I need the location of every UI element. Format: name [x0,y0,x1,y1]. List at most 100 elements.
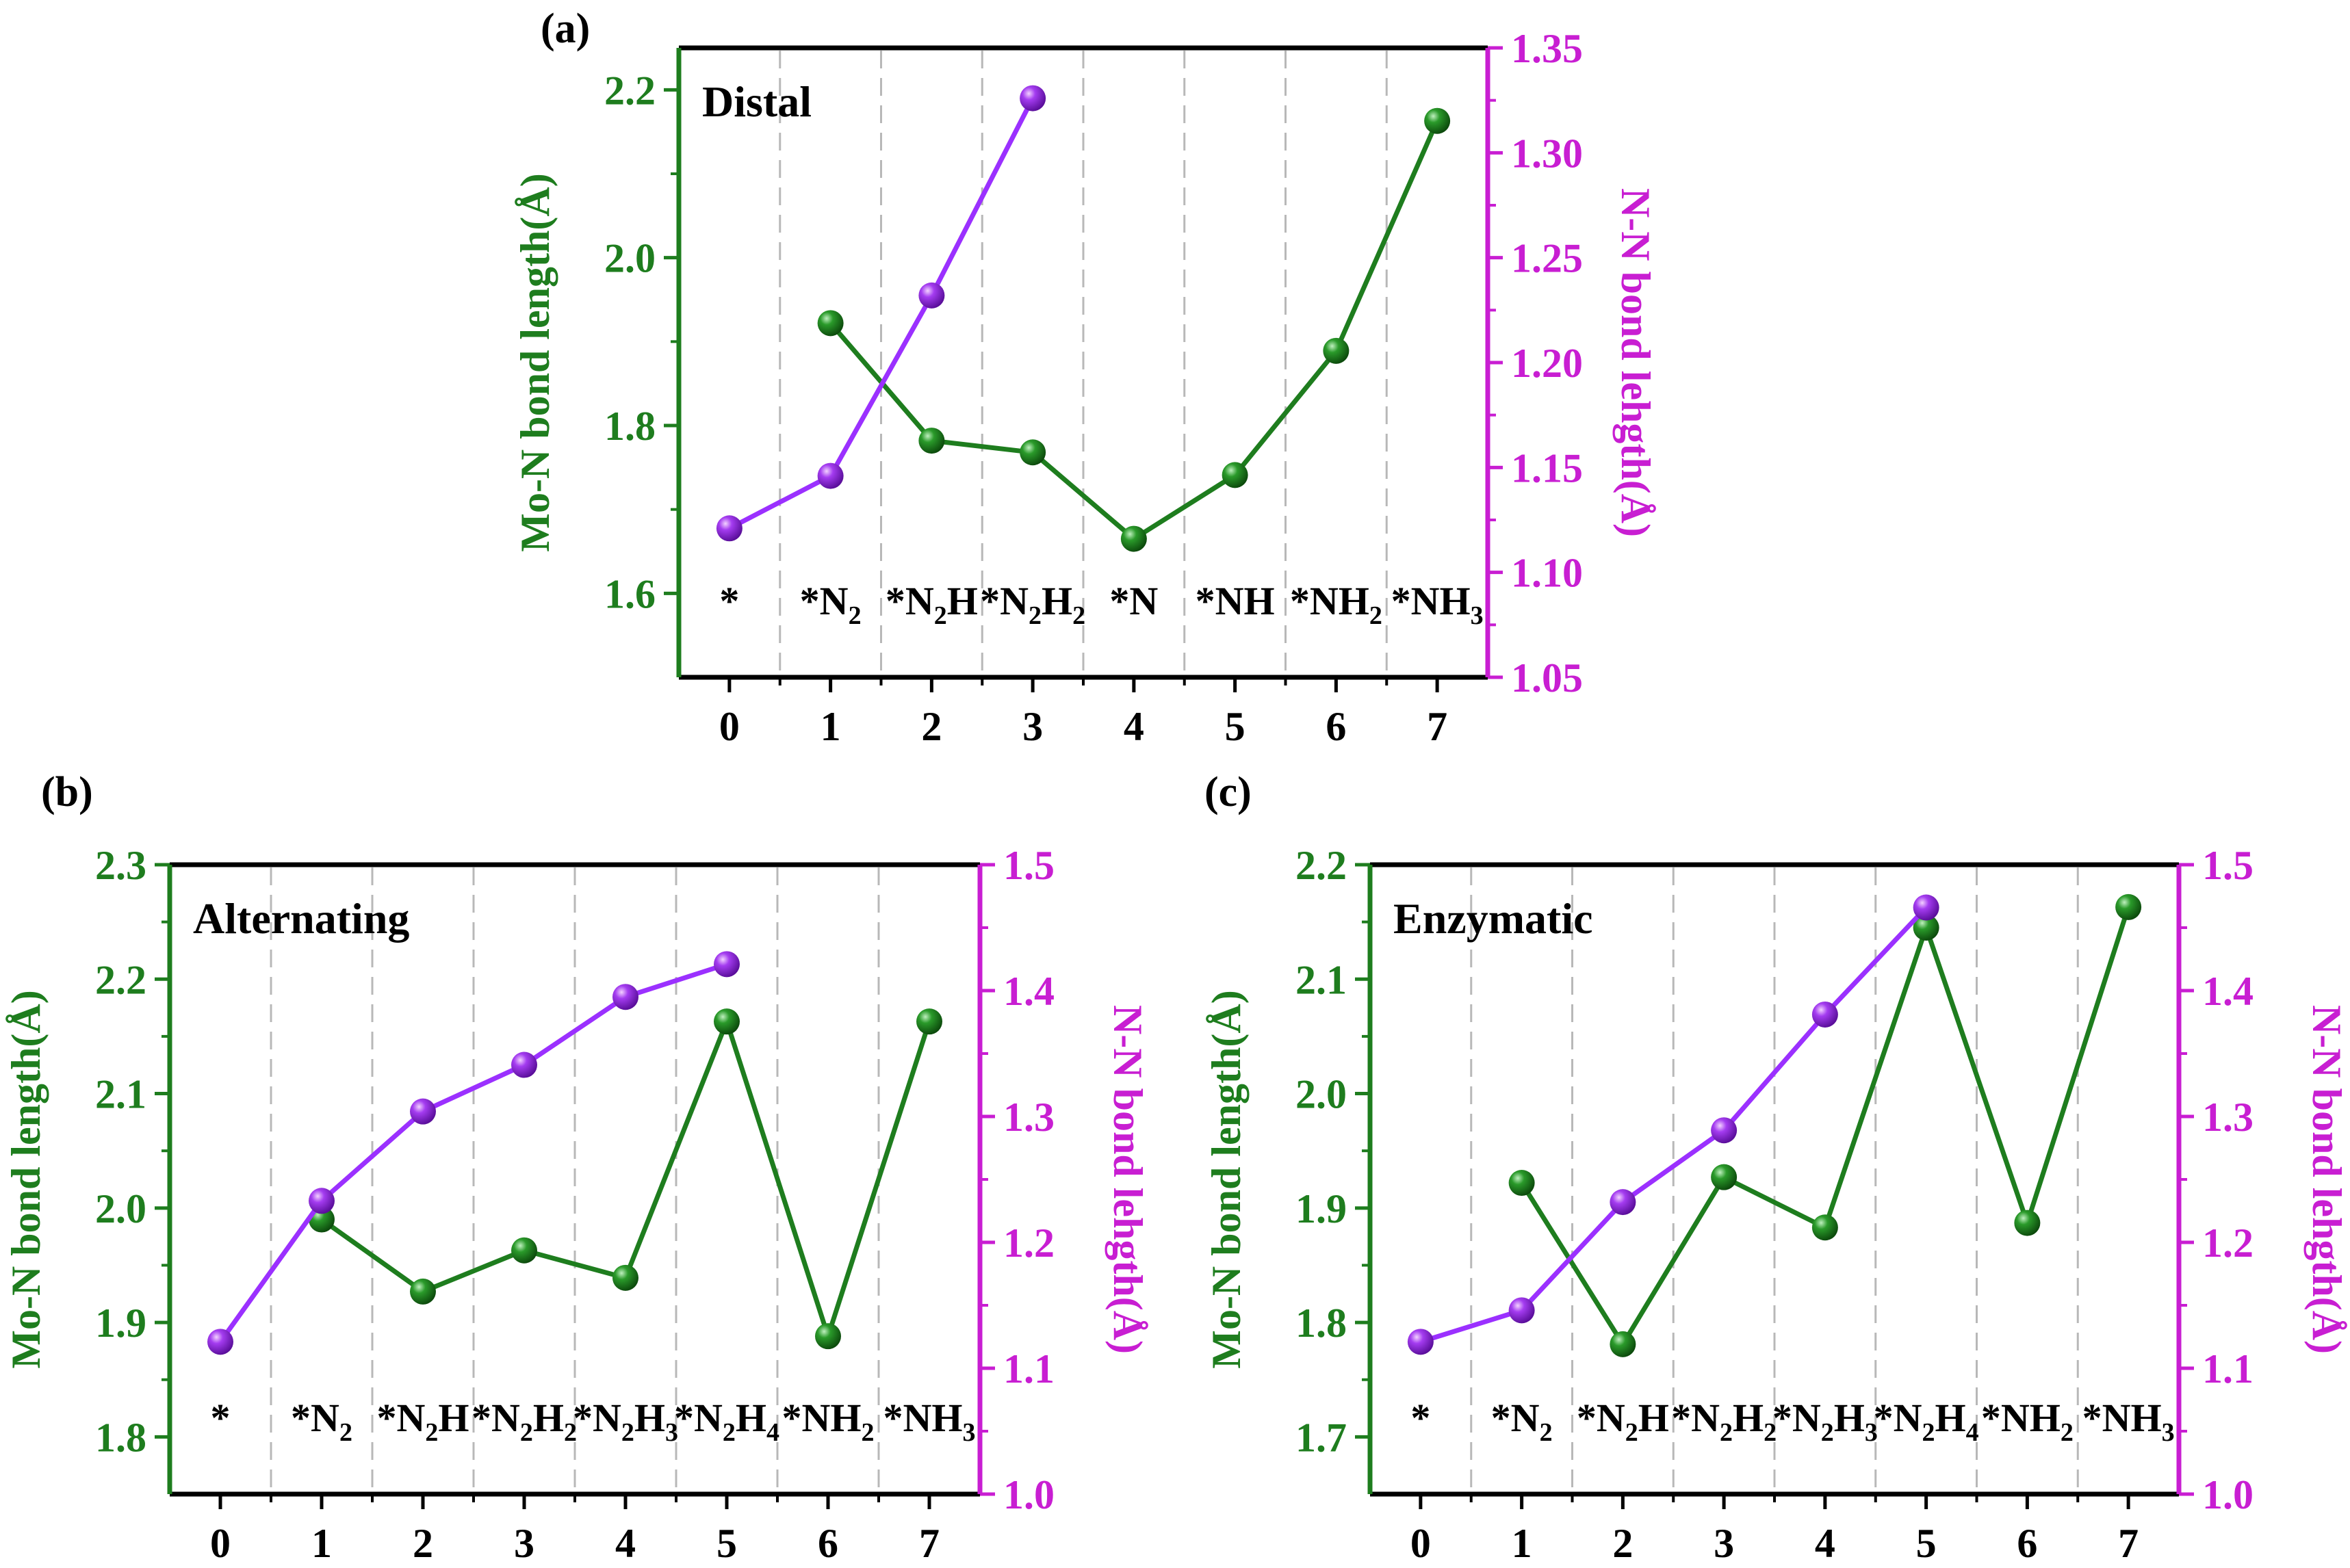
species-label: *N2H4 [1874,1396,1979,1447]
left-y-tick-label: 2.2 [95,957,146,1002]
species-label: *NH2 [1981,1396,2074,1447]
species-label: *N2H3 [1772,1396,1878,1447]
x-tick-label: 6 [1326,704,1346,749]
left-y-tick-label: 2.3 [95,843,146,888]
mo-n-data-point [714,1008,740,1035]
right-y-tick-label: 1.35 [1511,26,1583,71]
mo-n-data-point [1508,1170,1535,1197]
right-y-tick-label: 1.5 [1003,843,1055,888]
right-y-tick-label: 1.0 [2202,1472,2254,1517]
right-y-tick-label: 1.4 [1003,969,1055,1014]
species-label: *N2H [1577,1396,1669,1447]
x-tick-label: 4 [1124,704,1144,749]
mo-n-data-point [511,1237,537,1264]
species-label: *NH2 [1290,579,1382,630]
n-n-data-point [1020,85,1046,112]
right-y-tick-label: 1.1 [1003,1346,1055,1391]
left-y-tick-label: 1.8 [1295,1301,1347,1346]
x-tick-label: 4 [615,1521,636,1566]
n-n-data-point [410,1098,436,1125]
right-y-tick-label: 1.30 [1511,131,1583,176]
left-y-tick-label: 2.2 [1295,843,1347,888]
species-label: *N2H2 [472,1396,577,1447]
mo-n-data-point [1913,915,1939,941]
species-label: *N2H [376,1396,469,1447]
panel-label: (c) [1204,769,1252,815]
x-tick-label: 5 [1225,704,1245,749]
x-tick-label: 3 [1714,1521,1734,1566]
n-n-data-point [1711,1117,1738,1144]
mo-n-data-point [918,428,945,454]
x-tick-label: 1 [311,1521,332,1566]
left-y-axis-title: Mo-N bond length(Å) [513,173,558,551]
x-tick-label: 6 [818,1521,838,1566]
x-tick-label: 6 [2017,1521,2037,1566]
panel-label: (a) [541,5,590,52]
n-n-data-point [716,515,743,542]
x-tick-label: 0 [719,704,740,749]
left-y-axis-title: Mo-N bond length(Å) [1204,990,1249,1368]
mo-n-data-point [2115,893,2142,920]
right-y-axis-title: N-N bond lehgth(Å) [1613,188,1658,537]
mo-n-data-point [410,1278,436,1305]
panel-label: (b) [41,769,93,815]
x-tick-label: 7 [919,1521,940,1566]
n-n-data-point [207,1329,233,1355]
x-tick-label: 2 [1612,1521,1633,1566]
right-y-tick-label: 1.25 [1511,236,1583,281]
right-y-tick-label: 1.15 [1511,445,1583,491]
mo-n-data-point [1222,462,1248,488]
species-label: *NH3 [883,1396,976,1447]
n-n-data-point [817,462,844,489]
panel-title: Distal [702,77,812,126]
n-n-data-point [1811,1001,1838,1028]
n-n-series-line [218,962,728,1344]
species-label: * [211,1396,231,1440]
panel-title: Enzymatic [1393,894,1593,943]
n-n-data-point [1407,1329,1434,1355]
left-y-tick-label: 2.0 [95,1186,146,1231]
n-n-data-point [309,1188,335,1214]
n-n-data-point [1610,1189,1636,1216]
species-label: *N2 [291,1396,352,1447]
species-label: *N2 [1491,1396,1553,1447]
left-y-tick-label: 2.1 [1295,957,1347,1002]
n-n-series-line [728,97,1035,531]
left-y-tick-label: 2.0 [604,236,656,281]
left-y-tick-label: 1.9 [95,1301,146,1346]
species-label: *NH2 [782,1396,875,1447]
mo-n-data-point [1120,525,1147,552]
species-label: *NH3 [1391,579,1484,630]
n-n-data-point [1508,1297,1535,1324]
x-tick-label: 5 [1916,1521,1937,1566]
x-tick-label: 2 [921,704,942,749]
mo-n-data-point [612,1264,638,1291]
mo-n-data-point [1711,1164,1738,1190]
chart-panel-enzymatic: 0 1 2 3 4 5 6 7 1.7 1.8 1.9 2.0 2.1 2.2 1.0 1.1 1.2 1.3 1.… [1204,769,2349,1566]
n-n-series-line [1419,906,1928,1344]
right-y-tick-label: 1.0 [1003,1472,1055,1517]
n-n-data-point [511,1051,537,1078]
species-label: *N2H4 [674,1396,779,1447]
n-n-data-point [612,984,638,1010]
x-tick-label: 0 [1410,1521,1431,1566]
right-y-axis-title: N-N bond lehgth(Å) [1105,1005,1150,1354]
x-tick-label: 0 [210,1521,231,1566]
right-y-tick-label: 1.5 [2202,843,2254,888]
species-label: *N [1109,579,1158,623]
mo-n-data-point [1811,1214,1838,1241]
mo-n-data-point [815,1323,841,1350]
mo-n-data-point [1323,337,1350,364]
mo-n-series-line [1519,906,2131,1347]
mo-n-data-point [1424,107,1451,134]
right-y-tick-label: 1.05 [1511,655,1583,701]
right-y-tick-label: 1.2 [2202,1220,2254,1266]
left-y-tick-label: 1.6 [604,571,656,616]
left-y-tick-label: 2.0 [1295,1072,1347,1117]
species-label: *NH [1196,579,1275,623]
mo-n-data-point [1020,439,1046,466]
species-label: * [1410,1396,1430,1440]
x-tick-label: 3 [514,1521,534,1566]
right-y-tick-label: 1.3 [2202,1095,2254,1140]
